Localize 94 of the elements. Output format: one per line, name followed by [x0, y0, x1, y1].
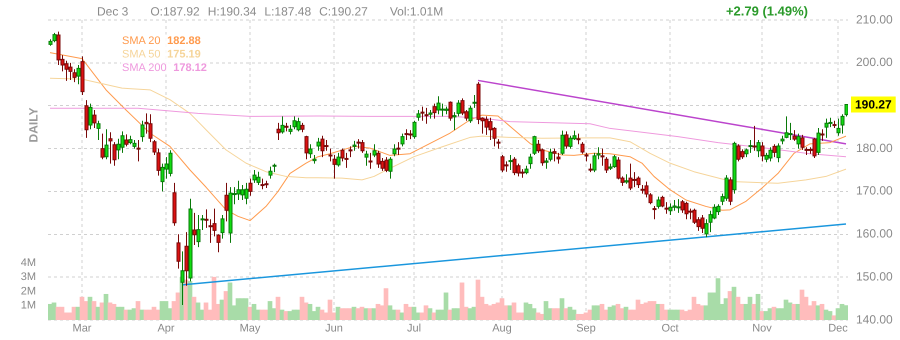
bar	[560, 298, 564, 320]
bar	[680, 310, 684, 320]
x-tick-label: Aug	[492, 322, 512, 335]
text: Dec 3	[97, 4, 129, 18]
y2-tick-label: 3M	[20, 271, 36, 284]
bar	[716, 278, 720, 320]
x-tick-label: Apr	[157, 322, 175, 335]
bar	[92, 301, 96, 320]
bar	[460, 282, 464, 320]
bar	[204, 302, 208, 320]
bar	[784, 300, 788, 320]
y-tick-label: 150.00	[856, 269, 894, 284]
y-tick-label: 200.00	[856, 55, 894, 70]
bar	[328, 300, 332, 320]
bar	[652, 301, 656, 320]
text: SMA 20	[122, 35, 161, 48]
bar	[268, 301, 272, 320]
bar	[388, 305, 392, 320]
bar	[188, 281, 192, 320]
text: DAILY	[26, 108, 40, 142]
bar	[532, 308, 536, 320]
y-tick-label: 170.00	[856, 184, 894, 198]
x-tick-label: Oct	[661, 322, 679, 335]
bar	[280, 310, 284, 320]
bar	[252, 304, 256, 320]
bar	[444, 292, 448, 320]
bar	[748, 296, 752, 320]
bar	[112, 304, 116, 320]
text: O:187.92	[150, 4, 200, 18]
text: SMA 200	[122, 62, 167, 74]
bar	[164, 301, 168, 320]
bar	[52, 302, 56, 320]
bar	[500, 298, 504, 320]
y-tick-label: 140.00	[856, 312, 894, 326]
bar	[844, 305, 848, 320]
bar	[412, 306, 416, 320]
bar	[512, 302, 516, 320]
bar	[572, 310, 576, 320]
bar	[396, 310, 400, 320]
bar	[692, 296, 696, 320]
y-tick-label: 180.00	[856, 140, 894, 155]
x-tick-label: Jun	[325, 322, 343, 335]
bar	[404, 304, 408, 320]
text: +2.79 (1.49%)	[726, 4, 808, 19]
bar	[824, 310, 828, 320]
x-tick-label: Mar	[72, 322, 92, 335]
y-tick-label: 160.00	[856, 226, 894, 241]
annotation: 175.19	[167, 48, 201, 61]
bar	[308, 304, 312, 320]
y2-tick-label: 4M	[20, 256, 36, 269]
y-tick-label: 210.00	[856, 12, 894, 26]
bar	[476, 280, 480, 320]
x-tick-label: Sep	[576, 322, 596, 335]
annotation: 182.88	[167, 35, 201, 48]
bar	[244, 298, 248, 320]
bar	[212, 276, 216, 320]
bar	[736, 296, 740, 320]
bar	[384, 288, 388, 320]
text: L:187.48	[264, 4, 312, 18]
bar	[828, 311, 832, 320]
bar	[196, 302, 200, 320]
x-tick-label: Nov	[752, 322, 772, 335]
bar	[660, 304, 664, 320]
bar	[300, 296, 304, 320]
bar	[544, 301, 548, 320]
bar	[636, 300, 640, 320]
bar	[428, 308, 432, 320]
bar	[732, 286, 736, 320]
bar	[276, 296, 280, 320]
text: H:190.34	[208, 4, 257, 18]
bar	[104, 294, 108, 320]
bar	[820, 304, 824, 320]
bar	[60, 306, 64, 320]
text: 190.27	[855, 97, 892, 112]
bar	[192, 296, 196, 320]
bar	[528, 304, 532, 320]
y2-tick-label: 1M	[20, 300, 36, 312]
bar	[600, 304, 604, 320]
text: SMA 50	[122, 48, 161, 61]
text: Vol:1.01M	[390, 4, 444, 18]
bar	[812, 301, 816, 320]
bar	[136, 301, 140, 320]
bar	[756, 294, 760, 320]
x-tick-label: Dec	[828, 322, 848, 335]
text: C:190.27	[319, 4, 368, 18]
x-tick-label: Jul	[406, 322, 422, 335]
x-tick-label: May	[240, 322, 261, 335]
bar	[616, 304, 620, 320]
bar	[800, 290, 804, 320]
bar	[320, 310, 324, 320]
y2-tick-label: 2M	[20, 285, 36, 298]
bar	[228, 282, 232, 320]
bar	[536, 312, 540, 320]
annotation: 178.12	[173, 62, 207, 74]
